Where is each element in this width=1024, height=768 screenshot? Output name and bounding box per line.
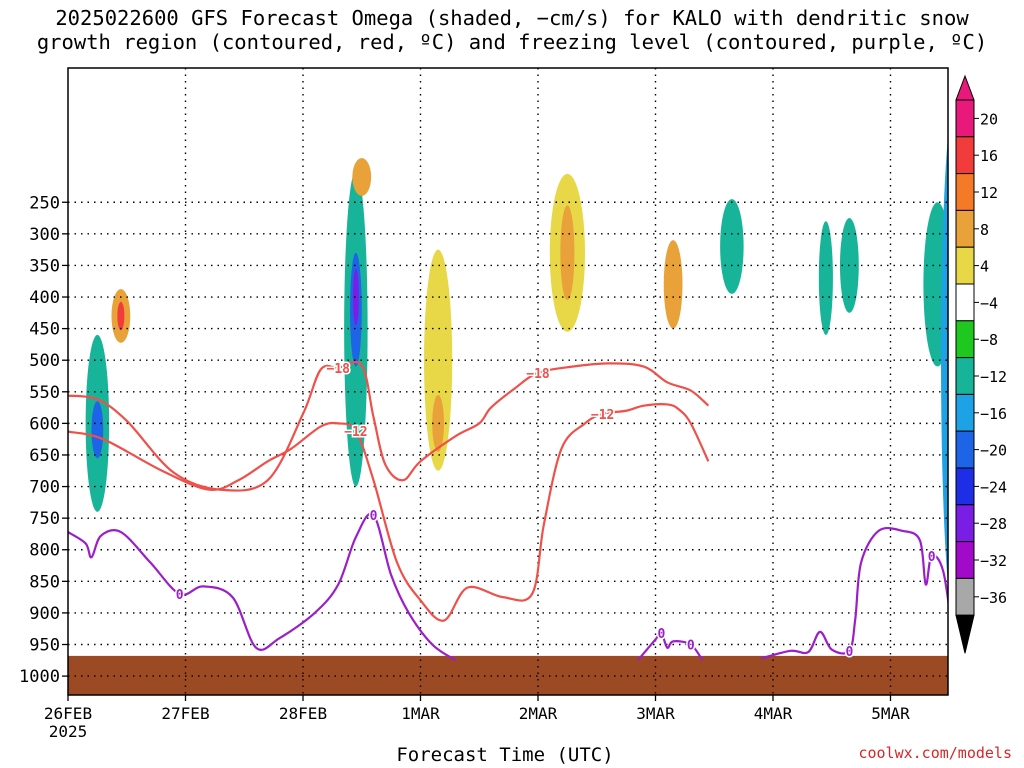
omega-shade-cell (424, 249, 453, 471)
colorbar-segment (955, 136, 975, 175)
omega-shade-cell (117, 301, 125, 331)
y-tick-label: 500 (29, 351, 60, 371)
y-tick-label: 900 (29, 604, 60, 624)
colorbar-segment (955, 357, 975, 395)
colorbar-label: −28 (980, 515, 1007, 533)
y-tick-label: 250 (29, 193, 60, 213)
contour-label: −18 (526, 367, 550, 382)
colorbar-bottom-arrow (955, 614, 975, 654)
y-tick-label: 850 (29, 572, 60, 592)
x-tick-year-label: 2025 (49, 722, 88, 741)
colorbar-label: −8 (980, 331, 998, 349)
omega-shade-cell (91, 401, 104, 459)
colorbar-segment (955, 467, 975, 506)
contour-label: −18 (327, 362, 351, 377)
colorbar-label: −12 (980, 368, 1007, 386)
y-tick-label: 700 (29, 478, 60, 498)
contour-line (760, 526, 948, 660)
x-tick-label: 27FEB (161, 704, 209, 723)
omega-shade-cell (663, 240, 683, 329)
colorbar-label: −24 (980, 478, 1007, 496)
omega-shading (85, 136, 948, 584)
omega-shade-cell (818, 221, 833, 335)
colorbar-top-arrow (955, 74, 975, 101)
colorbar-label: −32 (980, 552, 1007, 570)
contour-label: 0 (176, 588, 184, 603)
colorbar: 20 16 12 8 4 −4 −8 −12 −16 −20 −24 −28 −32 −36 (955, 74, 1007, 654)
x-tick-label: 1MAR (401, 704, 440, 723)
contour-label: 0 (687, 639, 695, 654)
omega-shade-cell (720, 199, 744, 294)
colorbar-label: 16 (980, 147, 998, 165)
contour-label: −12 (344, 425, 367, 440)
colorbar-label: 4 (980, 258, 989, 276)
omega-shade-cell (352, 158, 372, 196)
colorbar-segment (955, 283, 975, 322)
x-axis-title: Forecast Time (UTC) (396, 744, 614, 766)
x-tick-label: 4MAR (754, 704, 793, 723)
contour-label: 0 (845, 645, 853, 660)
omega-shade-cell (560, 205, 575, 301)
colorbar-segment (955, 173, 975, 211)
y-tick-label: 300 (29, 225, 60, 245)
colorbar-segment (955, 577, 975, 616)
colorbar-label: 12 (980, 184, 998, 202)
colorbar-segment (955, 504, 975, 543)
y-tick-label: 400 (29, 288, 60, 308)
ground-layer (68, 655, 948, 695)
x-tick-label: 5MAR (871, 704, 910, 723)
contour-label: 0 (370, 509, 378, 524)
colorbar-label: −16 (980, 405, 1007, 423)
colorbar-segment (955, 209, 975, 248)
colorbar-segment (955, 393, 975, 432)
colorbar-label: 8 (980, 221, 989, 239)
chart-title: 2025022600 GFS Forecast Omega (shaded, −… (0, 6, 1024, 54)
y-tick-label: 1000 (19, 667, 60, 687)
contour-label: 0 (657, 627, 665, 642)
colorbar-label: −20 (980, 442, 1007, 460)
y-tick-label: 950 (29, 636, 60, 656)
y-tick-label: 600 (29, 414, 60, 434)
chart-title-line2: growth region (contoured, red, ºC) and f… (36, 30, 988, 54)
contour-line (637, 631, 704, 662)
contour-lines: −18 −18 −12 −12 0 0 0 0 0 0 (68, 360, 948, 662)
colorbar-label: −4 (980, 294, 998, 312)
colorbar-label: −36 (980, 589, 1007, 607)
x-tick-label: 28FEB (279, 704, 327, 723)
y-tick-label: 550 (29, 383, 60, 403)
chart-title-line1: 2025022600 GFS Forecast Omega (shaded, −… (55, 6, 969, 30)
omega-shade-cell (941, 136, 948, 584)
y-tick-label: 800 (29, 541, 60, 561)
terrain-ground (68, 655, 948, 695)
colorbar-label: 20 (980, 110, 998, 128)
contour-label: −12 (591, 408, 614, 423)
plot-frame (67, 67, 949, 696)
omega-shade-cell (352, 268, 359, 326)
contour-line (68, 512, 457, 662)
y-tick-label: 750 (29, 509, 60, 529)
x-tick-label: 2MAR (519, 704, 558, 723)
colorbar-segment (955, 430, 975, 469)
colorbar-segment (955, 541, 975, 579)
colorbar-segment (955, 320, 975, 359)
colorbar-segment (955, 99, 975, 138)
contour-label: 0 (928, 550, 936, 565)
source-credit: coolwx.com/models (858, 744, 1012, 762)
x-tick-label: 26FEB (44, 704, 92, 723)
x-tick-label: 3MAR (636, 704, 675, 723)
omega-shade-cell (432, 394, 444, 452)
y-tick-label: 450 (29, 320, 60, 340)
y-tick-label: 650 (29, 446, 60, 466)
colorbar-segment (955, 246, 975, 285)
y-tick-label: 350 (29, 256, 60, 276)
grid-lines (68, 68, 948, 695)
contour-line (68, 403, 710, 622)
axes: 250 300 350 400 450 500 550 600 650 700 750 800 850 9… (19, 67, 949, 741)
